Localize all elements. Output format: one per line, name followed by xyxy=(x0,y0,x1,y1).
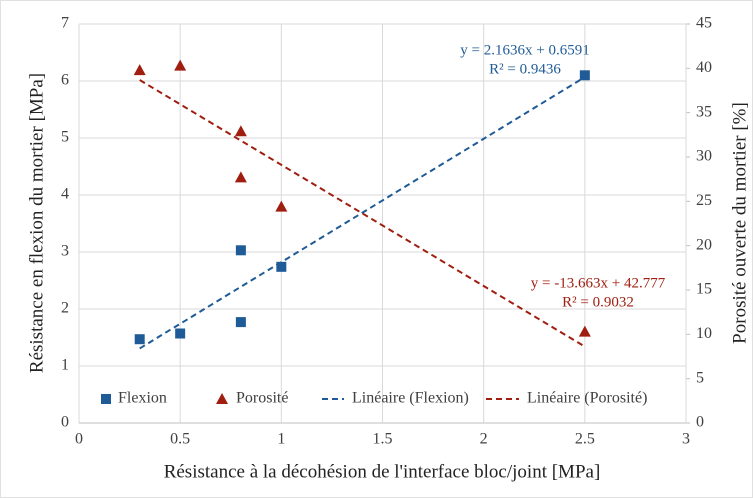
y-tick-label: 5 xyxy=(61,129,69,146)
legend-label: Flexion xyxy=(118,390,167,407)
x-tick-label: 3 xyxy=(682,431,690,448)
y-tick-label: 6 xyxy=(61,72,69,89)
x-tick-label: 2.5 xyxy=(575,431,595,448)
legend-label: Linéaire (Flexion) xyxy=(352,390,469,407)
x-tick-label: 0 xyxy=(75,431,83,448)
x-tick-label: 0.5 xyxy=(170,431,190,448)
point xyxy=(234,171,247,183)
y-tick-label: 0 xyxy=(61,414,69,431)
trend-equation: R² = 0.9032 xyxy=(562,294,634,310)
legend-swatch xyxy=(216,393,228,404)
y-tick-label: 4 xyxy=(61,186,69,203)
y2-tick-label: 0 xyxy=(696,414,704,431)
y2-tick-label: 30 xyxy=(696,148,712,165)
x-tick-label: 1.5 xyxy=(373,431,393,448)
point xyxy=(579,70,590,81)
point xyxy=(133,64,146,76)
y2-tick-label: 35 xyxy=(696,103,712,120)
y2-tick-label: 45 xyxy=(696,15,712,32)
point xyxy=(235,317,246,328)
y2-tick-label: 10 xyxy=(696,325,712,342)
y2-tick-label: 25 xyxy=(696,192,712,209)
y-tick-label: 3 xyxy=(61,243,69,260)
y-tick-label: 7 xyxy=(61,15,69,32)
point xyxy=(578,325,591,337)
point xyxy=(234,125,247,137)
trend-equation: y = -13.663x + 42.777 xyxy=(531,275,666,291)
y2-tick-label: 15 xyxy=(696,281,712,298)
trend-equation: y = 2.1636x + 0.6591 xyxy=(460,42,589,58)
y-tick-label: 1 xyxy=(61,357,69,374)
x-axis-title: Résistance à la décohésion de l'interfac… xyxy=(164,461,601,482)
point xyxy=(275,200,288,212)
point xyxy=(174,59,187,71)
legend-label: Linéaire (Porosité) xyxy=(527,390,647,407)
legend-label: Porosité xyxy=(236,390,288,407)
trend-equation: R² = 0.9436 xyxy=(489,61,561,77)
point xyxy=(235,245,246,256)
y2-axis-title: Porosité ouverte du mortier [%] xyxy=(729,102,750,344)
trend-line xyxy=(139,76,586,350)
x-tick-label: 1 xyxy=(277,431,285,448)
x-tick-label: 2 xyxy=(480,431,488,448)
y2-tick-label: 20 xyxy=(696,236,712,253)
y2-tick-label: 40 xyxy=(696,59,712,76)
y-axis-title: Résistance en flexion du mortier [MPa] xyxy=(26,73,47,373)
y-tick-label: 2 xyxy=(61,300,69,317)
y2-tick-label: 5 xyxy=(696,369,704,386)
point xyxy=(175,328,186,339)
point xyxy=(276,261,287,272)
point xyxy=(134,334,145,345)
trend-line xyxy=(139,79,586,348)
legend-swatch xyxy=(101,394,111,404)
